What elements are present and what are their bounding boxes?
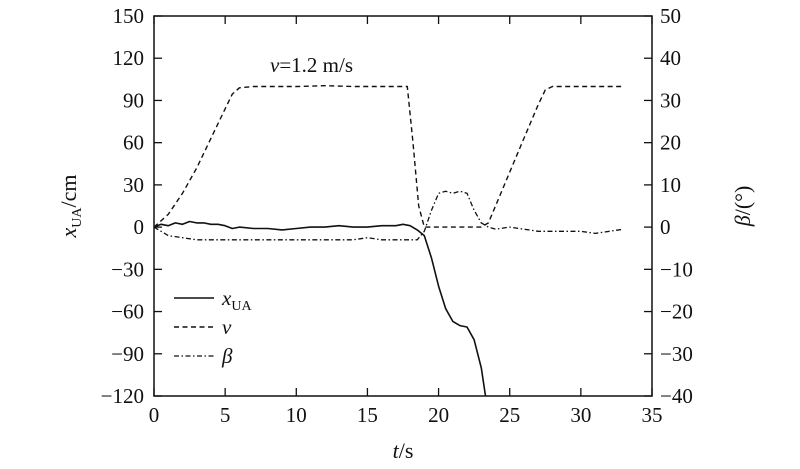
legend: xUA v β (174, 286, 252, 368)
y-right-tick-label: −40 (660, 384, 693, 408)
x-tick-label: 30 (570, 403, 591, 427)
y-right-axis-unit: /(°) (730, 186, 755, 216)
y-right-tick-label: 0 (660, 215, 671, 239)
x-tick-label: 10 (286, 403, 307, 427)
y-left-tick-label: 90 (123, 88, 144, 112)
legend-xua-sub: UA (231, 299, 252, 314)
y-left-axis-unit: /cm (56, 175, 81, 208)
legend-label-xua: xUA (221, 286, 252, 314)
legend-label-beta: β (221, 344, 233, 368)
x-axis-var: t (393, 438, 400, 463)
y-right-tick-label: 40 (660, 46, 681, 70)
x-tick-label: 25 (499, 403, 520, 427)
speed-annotation-var: v (270, 53, 280, 77)
y-right-tick-label: −20 (660, 300, 693, 324)
y-right-axis-var: β (730, 215, 755, 227)
y-left-tick-label: 30 (123, 173, 144, 197)
x-tick-label: 15 (357, 403, 378, 427)
y-left-tick-label: 120 (113, 46, 145, 70)
y-left-tick-label: 0 (134, 215, 145, 239)
series-line-v (154, 84, 624, 228)
series-line-beta (154, 190, 624, 241)
series-layer (154, 84, 624, 396)
legend-xua-var: x (221, 286, 232, 310)
y-right-axis-title: β/(°) (730, 186, 755, 228)
speed-annotation: v=1.2 m/s (270, 53, 353, 77)
x-tick-label: 35 (642, 403, 663, 427)
y-left-tick-label: 60 (123, 131, 144, 155)
y-right-tick-label: 30 (660, 88, 681, 112)
ticks-layer: 0 5 10 15 20 25 30 35 150 120 90 60 30 0 −30 −60 −90 −120… (101, 4, 693, 427)
y-left-axis-var: x (56, 228, 81, 239)
y-left-axis-title: xUA/cm (56, 175, 85, 239)
y-right-tick-label: 10 (660, 173, 681, 197)
plot-area-frame (153, 15, 653, 397)
y-right-tick-label: −30 (660, 342, 693, 366)
speed-annotation-text: =1.2 m/s (279, 53, 353, 77)
x-tick-label: 0 (149, 403, 160, 427)
legend-label-v: v (222, 315, 232, 339)
y-left-tick-label: −120 (101, 384, 144, 408)
y-right-tick-label: −10 (660, 257, 693, 281)
x-tick-label: 20 (428, 403, 449, 427)
x-tick-label: 5 (220, 403, 231, 427)
y-left-axis-sub: UA (70, 207, 85, 228)
y-left-tick-label: 150 (113, 4, 145, 28)
y-right-tick-label: 20 (660, 131, 681, 155)
y-left-tick-label: −90 (111, 342, 144, 366)
x-axis-unit: /s (399, 438, 414, 463)
y-left-tick-label: −60 (111, 300, 144, 324)
x-axis-title: t/s (393, 438, 414, 463)
series-line-xua (154, 220, 487, 396)
y-right-tick-label: 50 (660, 4, 681, 28)
y-left-tick-label: −30 (111, 257, 144, 281)
